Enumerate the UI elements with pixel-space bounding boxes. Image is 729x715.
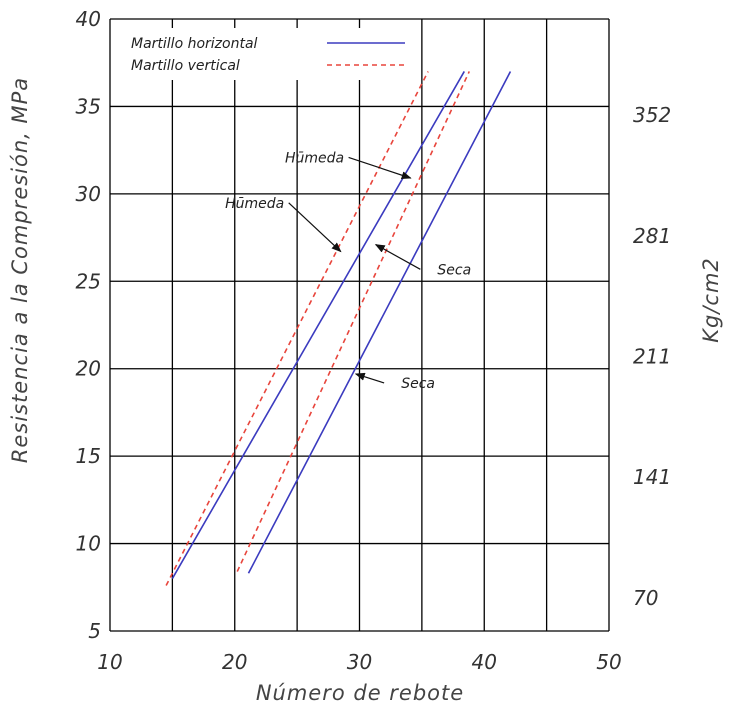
x-tick-label: 30	[347, 650, 372, 674]
x-tick-label: 20	[222, 650, 247, 674]
x-tick-label: 50	[596, 650, 621, 674]
annotations: Hūmeda Hūmeda Seca Seca	[225, 150, 471, 392]
annotation-label: Seca	[437, 262, 471, 278]
y-axis-title: Resistencia a la Compresión, MPa	[8, 77, 32, 463]
annotation-arrow	[288, 202, 342, 253]
y-tick-label: 5	[88, 619, 101, 643]
annotation-arrow	[348, 156, 412, 180]
axis-ticks: 10 20 30 40 50 5 10 15 20 25 30 35 40 352 281 211 141 70	[76, 7, 672, 674]
y2-tick-label: 70	[633, 586, 658, 610]
x-tick-label: 10	[97, 650, 122, 674]
y-tick-label: 35	[76, 94, 101, 118]
x-tick-label: 40	[472, 650, 497, 674]
y2-tick-label: 141	[633, 465, 671, 489]
annotation-arrow	[354, 372, 385, 384]
annotation-label: Hūmeda	[225, 196, 284, 212]
x-axis-title: Número de rebote	[256, 681, 464, 705]
y2-tick-label: 352	[633, 103, 671, 127]
y2-axis-title: Kg/cm2	[699, 257, 723, 343]
plot-area	[165, 71, 512, 586]
y-tick-label: 15	[76, 444, 101, 468]
y-tick-label: 30	[76, 182, 101, 206]
series-line-horizontal-hammer	[171, 71, 465, 579]
y2-tick-label: 211	[633, 344, 671, 368]
annotation-arrow	[374, 244, 421, 270]
series-line-horizontal-hammer	[247, 71, 512, 574]
legend-background	[120, 28, 420, 80]
legend-label: Martillo horizontal	[131, 36, 258, 52]
y-tick-label: 25	[76, 269, 101, 293]
y2-tick-label: 281	[633, 224, 671, 248]
grid	[109, 18, 610, 632]
y-tick-label: 20	[76, 357, 101, 381]
series-line-vertical-hammer	[236, 71, 471, 572]
y-tick-label: 40	[76, 7, 101, 31]
annotation-label: Hūmeda	[285, 150, 344, 166]
legend: Martillo horizontal Martillo vertical	[120, 28, 420, 80]
y-tick-label: 10	[76, 532, 101, 556]
series-line-vertical-hammer	[165, 71, 429, 586]
legend-label: Martillo vertical	[131, 58, 240, 74]
annotation-label: Seca	[401, 376, 435, 392]
